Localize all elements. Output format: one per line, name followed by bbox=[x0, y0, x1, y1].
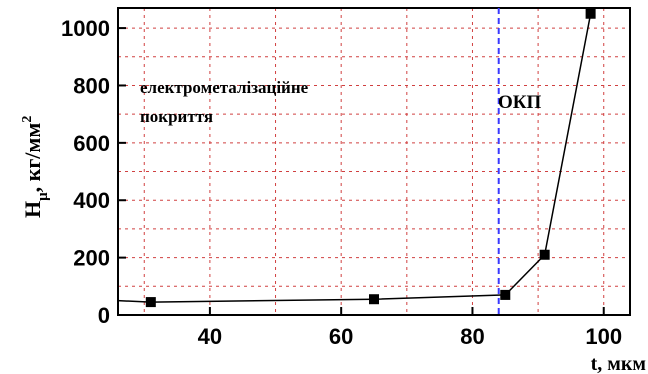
x-tick-label: 40 bbox=[198, 324, 222, 349]
y-tick-label: 800 bbox=[73, 73, 110, 98]
y-axis-label-sub: μ bbox=[35, 192, 51, 201]
series-line bbox=[117, 13, 592, 303]
data-point bbox=[145, 297, 156, 308]
y-axis-label-main: H bbox=[20, 201, 45, 218]
y-tick-label: 1000 bbox=[61, 16, 110, 41]
y-tick-label: 400 bbox=[73, 188, 110, 213]
y-axis-label-sup: 2 bbox=[20, 116, 35, 123]
data-point bbox=[539, 249, 550, 260]
y-axis-label: Hμ, кг/мм2 bbox=[20, 116, 51, 218]
x-tick-label: 60 bbox=[329, 324, 353, 349]
grid bbox=[118, 8, 630, 315]
annotation-right: ОКП bbox=[498, 92, 542, 113]
annotation-left-line2: покриття bbox=[140, 107, 213, 126]
data-point bbox=[585, 8, 596, 19]
data-point bbox=[369, 294, 379, 305]
x-tick-label: 100 bbox=[585, 324, 622, 349]
x-tick-label: 80 bbox=[460, 324, 484, 349]
series-markers bbox=[145, 8, 596, 308]
y-axis-ticks: 0 200 400 600 800 1000 bbox=[61, 16, 126, 328]
y-tick-label: 200 bbox=[73, 246, 110, 271]
x-axis-ticks: 40 60 80 100 bbox=[198, 307, 622, 349]
x-axis-label: t, мкм bbox=[591, 353, 646, 374]
y-axis-label-unit: , кг/мм bbox=[20, 123, 45, 193]
data-point bbox=[500, 289, 511, 300]
y-tick-label: 600 bbox=[73, 131, 110, 156]
y-tick-label: 0 bbox=[98, 303, 110, 328]
annotation-left-line1: електрометалізаційне bbox=[140, 78, 309, 97]
plot-frame bbox=[117, 7, 631, 316]
